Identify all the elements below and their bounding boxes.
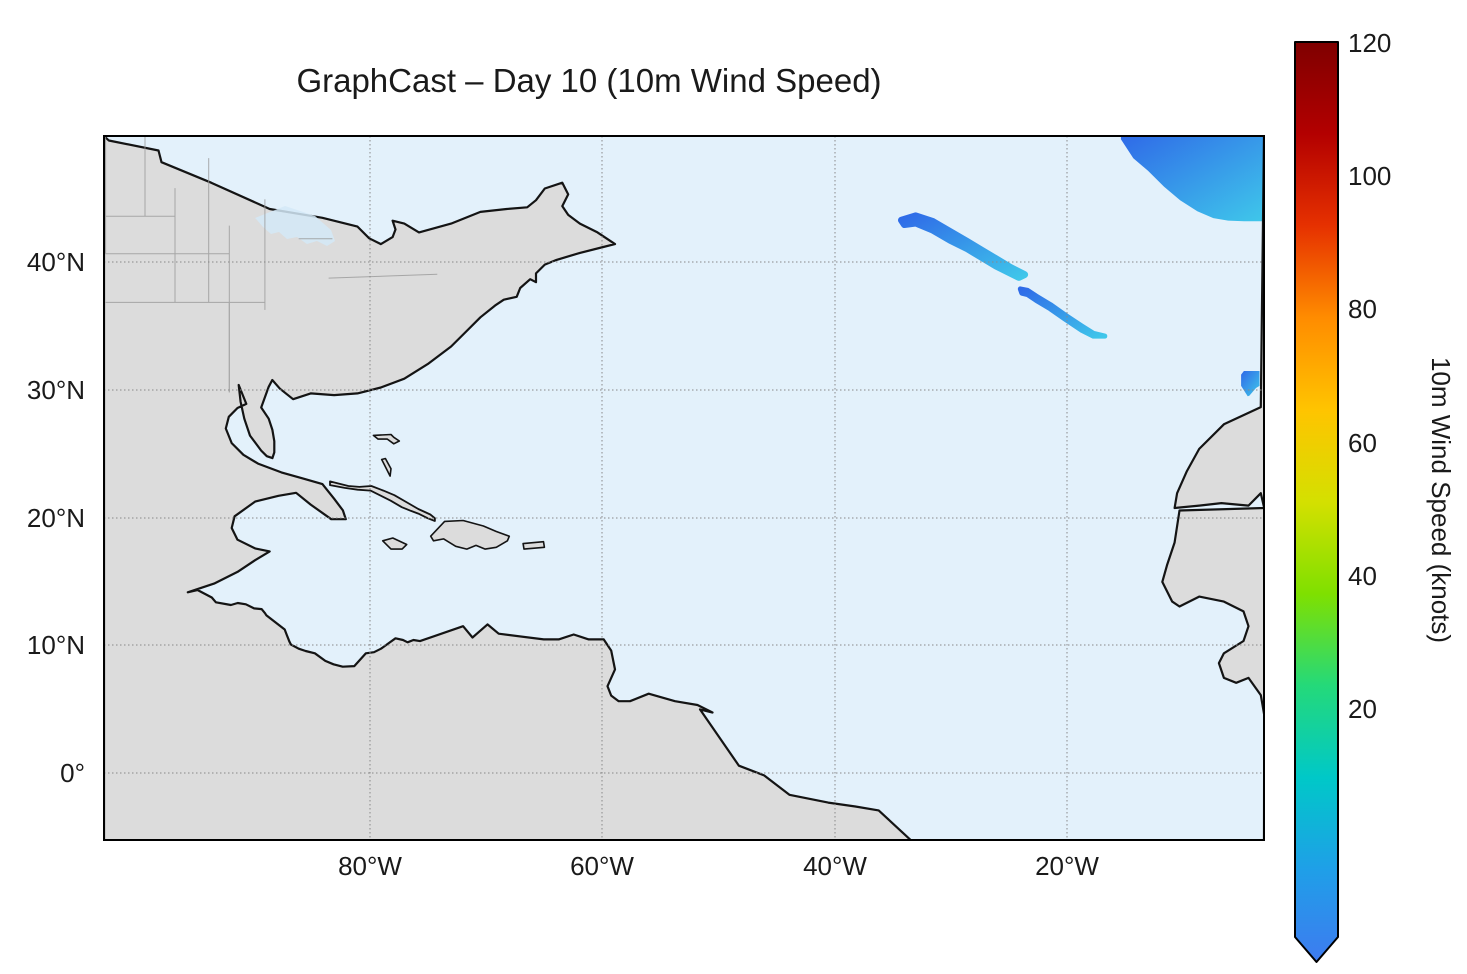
svg-text:10°N: 10°N <box>27 630 85 660</box>
svg-text:0°: 0° <box>60 758 85 788</box>
svg-text:100: 100 <box>1348 161 1391 191</box>
svg-text:80°W: 80°W <box>338 851 402 881</box>
svg-text:80: 80 <box>1348 294 1377 324</box>
svg-text:60°W: 60°W <box>570 851 634 881</box>
svg-text:40°N: 40°N <box>27 247 85 277</box>
svg-text:20°N: 20°N <box>27 503 85 533</box>
svg-text:30°N: 30°N <box>27 375 85 405</box>
svg-text:20°W: 20°W <box>1035 851 1099 881</box>
svg-text:10m Wind Speed (knots): 10m Wind Speed (knots) <box>1426 357 1456 643</box>
svg-text:20: 20 <box>1348 694 1377 724</box>
svg-text:40: 40 <box>1348 561 1377 591</box>
svg-text:120: 120 <box>1348 28 1391 58</box>
svg-text:40°W: 40°W <box>803 851 867 881</box>
svg-text:60: 60 <box>1348 428 1377 458</box>
